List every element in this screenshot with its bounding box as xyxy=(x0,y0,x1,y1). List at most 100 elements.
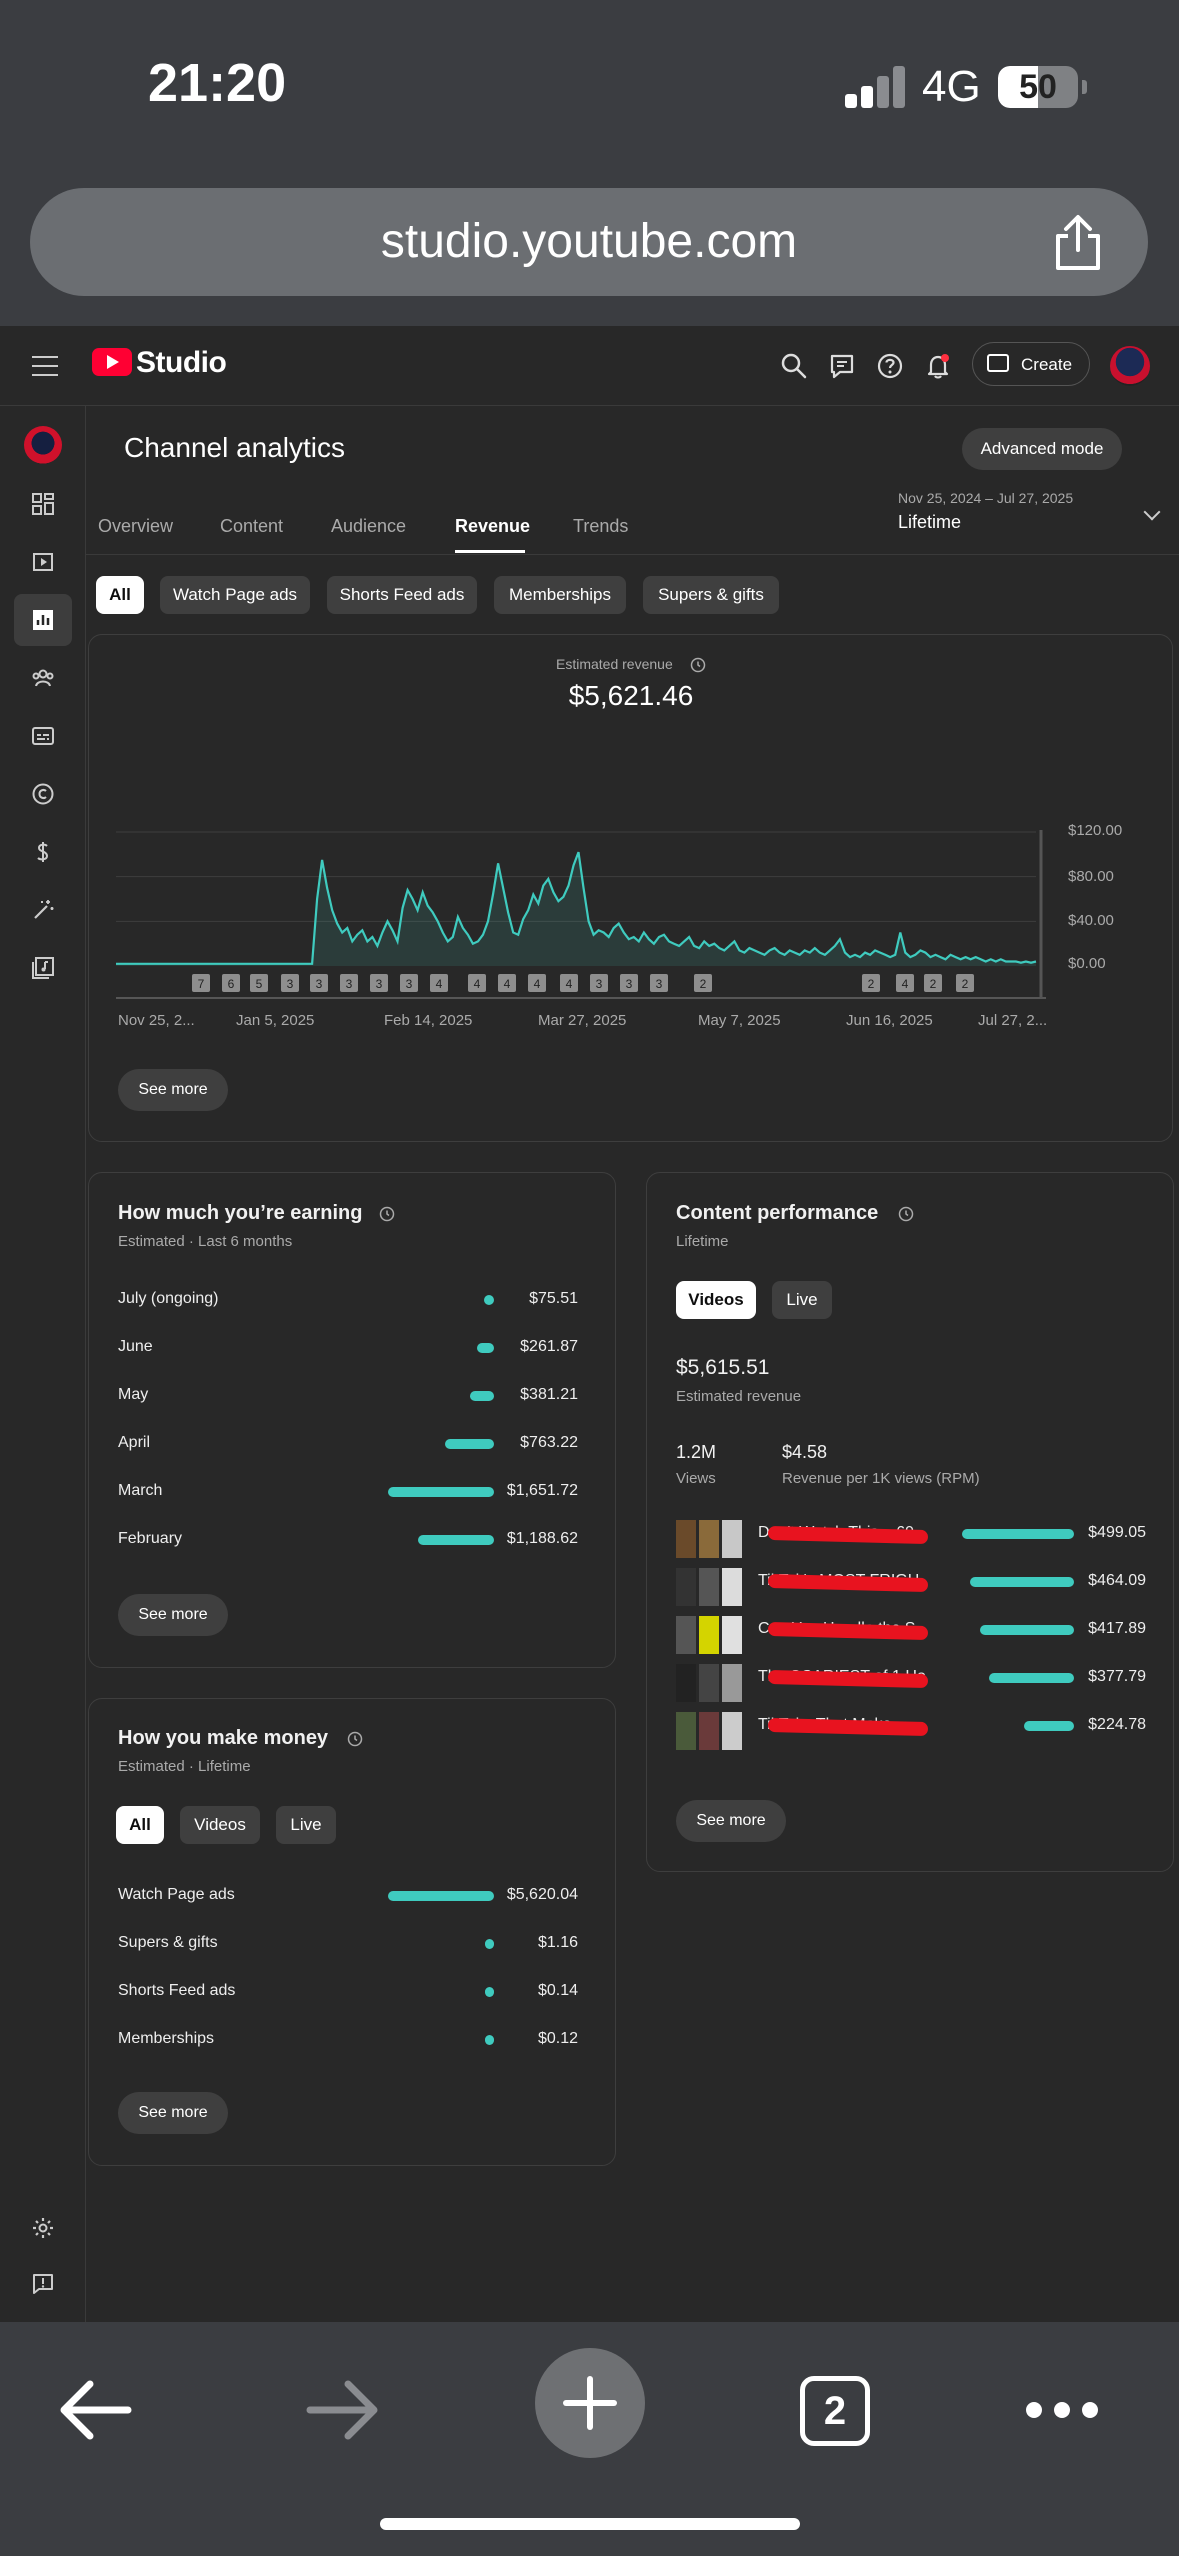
earning-row-bar xyxy=(417,1535,494,1545)
chip-memberships[interactable]: Memberships xyxy=(494,576,626,614)
advanced-mode-button[interactable]: Advanced mode xyxy=(962,428,1122,470)
chip-shorts-feed-ads[interactable]: Shorts Feed ads xyxy=(327,576,477,614)
search-icon[interactable] xyxy=(778,350,810,382)
chip-all[interactable]: All xyxy=(96,576,144,614)
date-period-label[interactable]: Lifetime xyxy=(898,512,962,532)
make-money-see-more-button[interactable]: See more xyxy=(118,2092,228,2134)
rail-community[interactable] xyxy=(14,652,72,704)
info-icon[interactable] xyxy=(690,657,706,673)
content-chip-live[interactable]: Live xyxy=(772,1281,832,1319)
url-bar[interactable]: studio.youtube.com xyxy=(30,188,1148,296)
share-icon[interactable] xyxy=(1048,212,1108,272)
ios-status-area: 21:20 4G 50 studio.youtube.com xyxy=(0,0,1179,326)
account-avatar[interactable] xyxy=(1110,346,1150,386)
info-icon[interactable] xyxy=(898,1206,914,1222)
tabs-count-button[interactable]: 2 xyxy=(800,2376,870,2446)
earning-row-label: May xyxy=(118,1386,149,1403)
event-marker: 4 xyxy=(468,974,486,992)
money-row-value: $0.12 xyxy=(537,2030,578,2047)
content-chip-videos[interactable]: Videos xyxy=(676,1281,756,1319)
rail-audio-library[interactable] xyxy=(14,942,72,994)
money-row-label: Shorts Feed ads xyxy=(118,1982,236,1999)
new-tab-plus-icon[interactable] xyxy=(535,2348,645,2458)
rail-dashboard[interactable] xyxy=(14,478,72,530)
youtube-logo-icon[interactable] xyxy=(92,348,132,376)
earning-row-bar xyxy=(484,1295,494,1305)
earning-row-label: April xyxy=(118,1434,151,1451)
make-money-chip-live[interactable]: Live xyxy=(276,1806,336,1844)
info-icon[interactable] xyxy=(347,1731,363,1747)
video-thumbnail[interactable] xyxy=(676,1664,744,1702)
create-video-icon xyxy=(987,354,1009,372)
event-marker-count: 2 xyxy=(868,977,875,991)
forward-arrow-icon[interactable] xyxy=(306,2378,380,2442)
event-marker: 3 xyxy=(281,974,299,992)
revenue-see-more-button[interactable]: See more xyxy=(118,1069,228,1111)
rail-copyright[interactable] xyxy=(14,768,72,820)
more-icon[interactable] xyxy=(1026,2402,1110,2423)
comments-icon[interactable] xyxy=(826,350,858,382)
make-money-chip-all[interactable]: All xyxy=(116,1806,164,1844)
battery-icon: 50 xyxy=(998,66,1078,108)
studio-logo-text[interactable]: Studio xyxy=(136,346,227,379)
chip-watch-page-ads[interactable]: Watch Page ads xyxy=(160,576,310,614)
rail-customization[interactable] xyxy=(14,884,72,936)
earning-row-value: $261.87 xyxy=(520,1338,578,1355)
video-thumbnail[interactable] xyxy=(676,1520,744,1558)
rail-subtitles[interactable] xyxy=(14,710,72,762)
video-revenue-value: $464.09 xyxy=(1088,1572,1146,1589)
rail-feedback[interactable] xyxy=(14,2258,72,2310)
event-marker-count: 4 xyxy=(436,977,443,991)
y-tick-80: $80.00 xyxy=(1068,868,1114,885)
x-tick-4: May 7, 2025 xyxy=(698,1012,781,1029)
back-arrow-icon[interactable] xyxy=(58,2378,132,2442)
revenue-line xyxy=(116,851,1037,965)
help-icon[interactable] xyxy=(874,350,906,382)
video-thumbnail[interactable] xyxy=(676,1712,744,1750)
video-thumbnail[interactable] xyxy=(676,1568,744,1606)
revenue-area-chart[interactable]: 7 6 5 3 3 3 3 3 4 4 4 4 4 3 3 3 2 2 4 2 2 xyxy=(116,820,1046,1010)
video-thumbnail[interactable] xyxy=(676,1616,744,1654)
channel-avatar[interactable] xyxy=(24,426,62,464)
page-title: Channel analytics xyxy=(124,432,346,463)
tab-overview[interactable]: Overview xyxy=(98,516,174,536)
earning-card xyxy=(88,1172,616,1668)
rail-analytics[interactable] xyxy=(14,594,72,646)
content-performance-subtitle: Lifetime xyxy=(676,1233,729,1250)
event-marker-count: 4 xyxy=(534,977,541,991)
info-icon[interactable] xyxy=(379,1206,395,1222)
make-money-chip-videos[interactable]: Videos xyxy=(180,1806,260,1844)
chip-supers-gifts[interactable]: Supers & gifts xyxy=(643,576,779,614)
feedback-icon xyxy=(33,2274,53,2294)
content-performance-title: Content performance xyxy=(676,1202,879,1224)
rail-earn[interactable] xyxy=(14,826,72,878)
rail-content[interactable] xyxy=(14,536,72,588)
tab-trends[interactable]: Trends xyxy=(573,516,629,536)
rail-settings[interactable] xyxy=(14,2202,72,2254)
event-marker: 3 xyxy=(370,974,388,992)
event-marker-count: 6 xyxy=(228,977,235,991)
create-button[interactable]: Create xyxy=(972,342,1090,386)
earning-see-more-button[interactable]: See more xyxy=(118,1594,228,1636)
event-marker: 2 xyxy=(956,974,974,992)
content-icon xyxy=(33,553,53,571)
tab-revenue[interactable]: Revenue xyxy=(455,516,531,536)
event-marker-count: 2 xyxy=(700,977,707,991)
home-indicator xyxy=(380,2518,800,2530)
menu-icon[interactable] xyxy=(32,356,58,383)
rpm-value: $4.58 xyxy=(782,1442,828,1462)
revenue-chart-card xyxy=(88,634,1173,1142)
event-marker: 3 xyxy=(340,974,358,992)
magic-wand-icon xyxy=(34,900,54,919)
earning-title: How much you’re earning xyxy=(118,1202,363,1224)
notifications-icon[interactable] xyxy=(922,350,954,382)
chevron-down-icon[interactable] xyxy=(1143,503,1161,521)
tab-content[interactable]: Content xyxy=(220,516,284,536)
tab-audience[interactable]: Audience xyxy=(331,516,407,536)
x-tick-0: Nov 25, 2... xyxy=(118,1012,195,1029)
video-revenue-value: $377.79 xyxy=(1088,1668,1146,1685)
community-icon xyxy=(32,669,54,687)
content-see-more-button[interactable]: See more xyxy=(676,1800,786,1842)
video-revenue-bar xyxy=(989,1673,1074,1683)
date-range[interactable]: Nov 25, 2024 – Jul 27, 2025 xyxy=(898,490,1074,506)
